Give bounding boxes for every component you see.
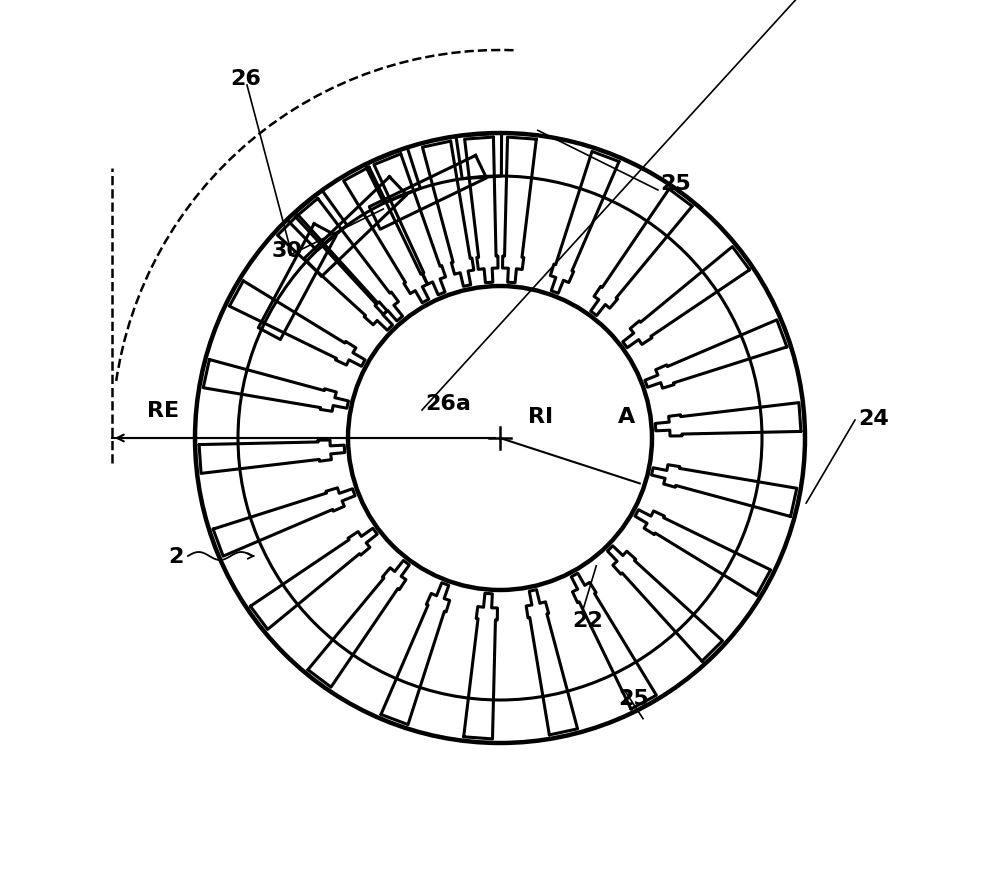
Text: 26a: 26a [425, 393, 471, 414]
Text: 2: 2 [168, 546, 183, 566]
Text: 30: 30 [272, 241, 303, 261]
Text: 25: 25 [660, 174, 691, 194]
Text: 22: 22 [572, 610, 603, 630]
Text: A: A [618, 407, 635, 427]
Text: RE: RE [147, 400, 179, 421]
Text: 26: 26 [230, 68, 261, 89]
Text: 25: 25 [618, 688, 649, 709]
Text: RI: RI [528, 407, 553, 427]
Text: 24: 24 [858, 408, 889, 428]
